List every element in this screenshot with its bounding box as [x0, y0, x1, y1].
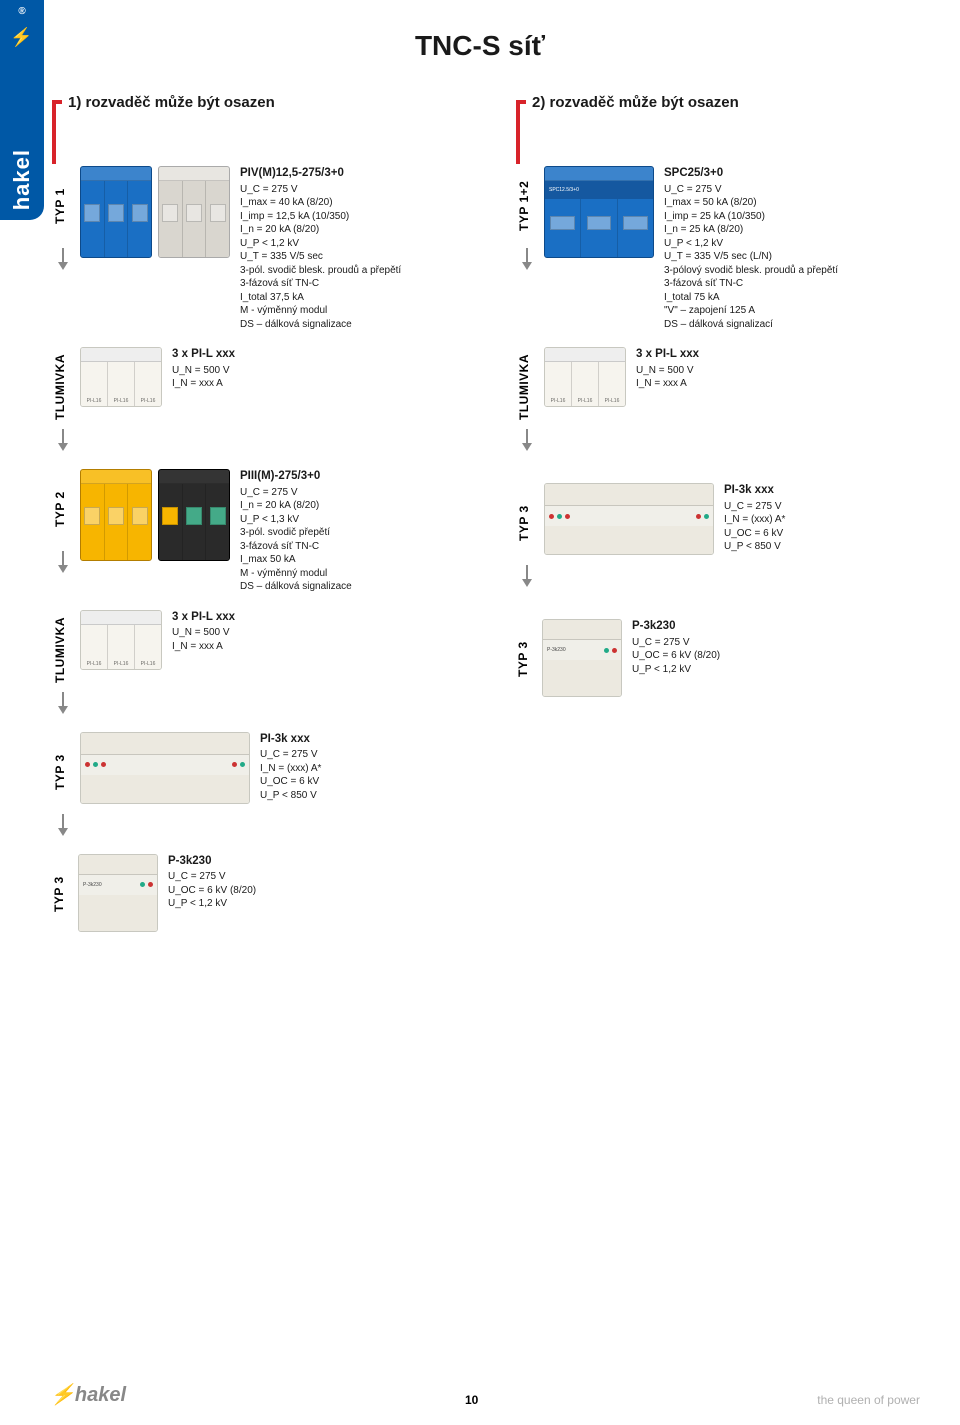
footer-logo: ⚡hakel	[50, 1382, 126, 1407]
label-typ3: TYP 3	[52, 854, 66, 934]
device-pi3k	[544, 483, 714, 555]
specs-pi3k-right: PI-3k xxx U_C = 275 V I_N = (xxx) A* U_O…	[724, 483, 785, 554]
label-tlumivka: TLUMIVKA	[517, 347, 531, 427]
label-typ3: TYP 3	[517, 483, 531, 563]
left-heading-wrap: 1) rozvaděč může být osazen	[52, 100, 486, 166]
right-column: 2) rozvaděč může být osazen TYP 1+2 SPC1…	[516, 100, 950, 950]
device-pi3k	[80, 732, 250, 804]
row-typ2-left: TYP 2	[52, 469, 486, 594]
row-tlumivka-left1: TLUMIVKA PI-L16 PI-L16 PI-L16 3 x PI-L x	[52, 347, 486, 453]
specs-pil-left1: 3 x PI-L xxx U_N = 500 V I_N = xxx A	[172, 347, 235, 391]
arrow-down-icon	[520, 429, 534, 451]
left-column: 1) rozvaděč může být osazen TYP 1	[52, 100, 486, 950]
brand-name: hakel	[9, 149, 35, 210]
device-piii-yellow	[80, 469, 152, 561]
footer-page: 10	[465, 1393, 478, 1407]
specs-piii: PIII(M)-275/3+0 U_C = 275 V I_n = 20 kA …	[240, 469, 352, 594]
specs-p3k230-right: P-3k230 U_C = 275 V U_OC = 6 kV (8/20) U…	[632, 619, 720, 676]
device-p3k230: P-3k230	[542, 619, 622, 697]
page-title: TNC-S síť	[0, 0, 960, 62]
label-typ3: TYP 3	[53, 732, 67, 812]
device-p3k230: P-3k230	[78, 854, 158, 932]
arrow-down-icon	[520, 565, 534, 587]
device-piv-grey	[158, 166, 230, 258]
device-piv-blue	[80, 166, 152, 258]
right-heading: 2) rozvaděč může být osazen	[532, 94, 739, 111]
label-typ3: TYP 3	[516, 619, 530, 699]
row-typ1-left: TYP 1	[52, 166, 486, 331]
arrow-down-icon	[56, 551, 70, 573]
footer: ⚡hakel 10 the queen of power	[0, 1382, 960, 1407]
specs-spc25: SPC25/3+0 U_C = 275 V I_max = 50 kA (8/2…	[664, 166, 838, 331]
label-typ12: TYP 1+2	[517, 166, 531, 246]
arrow-down-icon	[56, 814, 70, 836]
row-tlumivka-left2: TLUMIVKA PI-L16 PI-L16 PI-L16 3 x PI-L x	[52, 610, 486, 716]
specs-pi3k-left: PI-3k xxx U_C = 275 V I_N = (xxx) A* U_O…	[260, 732, 321, 803]
row-typ12-right: TYP 1+2 SPC12.5/3+0 SPC25	[516, 166, 950, 331]
arrow-down-icon	[56, 692, 70, 714]
right-heading-wrap: 2) rozvaděč může být osazen	[516, 100, 950, 166]
label-typ2: TYP 2	[53, 469, 67, 549]
row-typ3-p3k230-right: TYP 3 P-3k230 P-3k230 U_C	[516, 619, 950, 699]
brand-band: ® ⚡ hakel	[0, 0, 44, 220]
specs-piv: PIV(M)12,5-275/3+0 U_C = 275 V I_max = 4…	[240, 166, 401, 331]
arrow-down-icon	[56, 248, 70, 270]
content: 1) rozvaděč může být osazen TYP 1	[52, 100, 950, 950]
arrow-down-icon	[56, 429, 70, 451]
device-pil: PI-L16 PI-L16 PI-L16	[544, 347, 626, 407]
specs-pil-right: 3 x PI-L xxx U_N = 500 V I_N = xxx A	[636, 347, 699, 391]
row-typ3-p3k230-left: TYP 3 P-3k230 P-3k230 U_C	[52, 854, 486, 934]
device-piii-black	[158, 469, 230, 561]
registered-mark: ®	[17, 6, 28, 18]
label-tlumivka: TLUMIVKA	[53, 347, 67, 427]
arrow-down-icon	[520, 248, 534, 270]
left-heading: 1) rozvaděč může být osazen	[68, 94, 275, 111]
row-tlumivka-right: TLUMIVKA PI-L16 PI-L16 PI-L16 3 x PI-L x	[516, 347, 950, 453]
device-pil: PI-L16 PI-L16 PI-L16	[80, 347, 162, 407]
row-typ3-pi3k-left: TYP 3 PI-3k xxx	[52, 732, 486, 838]
device-pil: PI-L16 PI-L16 PI-L16	[80, 610, 162, 670]
bolt-icon: ⚡	[11, 26, 33, 49]
label-tlumivka: TLUMIVKA	[53, 610, 67, 690]
device-spc25: SPC12.5/3+0	[544, 166, 654, 258]
label-typ1: TYP 1	[53, 166, 67, 246]
row-typ3-pi3k-right: TYP 3 PI-3k xxx	[516, 483, 950, 589]
specs-p3k230-left: P-3k230 U_C = 275 V U_OC = 6 kV (8/20) U…	[168, 854, 256, 911]
specs-pil-left2: 3 x PI-L xxx U_N = 500 V I_N = xxx A	[172, 610, 235, 654]
footer-tagline: the queen of power	[817, 1393, 920, 1407]
